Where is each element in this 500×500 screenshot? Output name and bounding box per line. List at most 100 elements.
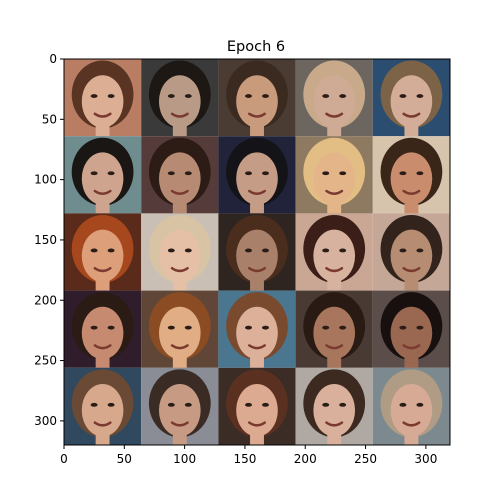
mouth-shape [402,344,421,350]
x-tick-label: 0 [60,452,68,466]
mouth-shape [402,189,421,195]
face-shape [390,152,433,205]
y-tick-label: 250 [34,354,57,368]
eye-shape [107,248,115,253]
mouth-shape [325,421,344,427]
mouth-shape [170,112,189,118]
mouth-shape [170,344,189,350]
face-tile [141,367,219,445]
face-shape [81,75,124,128]
x-tick-label: 200 [294,452,317,466]
eye-shape [262,94,269,98]
x-tick-label: 50 [117,452,132,466]
eye-shape [90,402,98,407]
eye-shape [184,94,192,98]
mouth-shape [248,344,266,350]
face-shape [390,306,433,360]
face-tile [295,136,373,214]
face-tile [372,367,450,445]
eye-shape [262,171,269,176]
mouth-shape [248,421,266,427]
mouth-shape [248,266,266,273]
mouth-shape [93,189,112,195]
face-tile [218,136,296,214]
eye-shape [107,94,115,98]
face-shape [158,152,201,205]
eye-shape [262,402,269,407]
face-tile [372,213,450,291]
eye-shape [167,171,175,176]
eye-shape [262,248,269,253]
face-shape [158,75,201,128]
face-shape [158,229,201,283]
face-tile [141,59,219,137]
eye-shape [339,171,347,176]
mouth-shape [93,266,112,273]
eye-shape [339,402,347,407]
face-tile [64,136,142,214]
mouth-shape [170,266,189,273]
mouth-shape [325,266,344,273]
x-tick-label: 250 [354,452,377,466]
face-shape [236,229,278,283]
eye-shape [399,325,407,330]
y-tick-label: 150 [34,233,57,247]
face-shape [158,384,201,437]
eye-shape [399,402,407,407]
eye-shape [322,402,330,407]
mouth-shape [93,112,112,118]
face-tile [295,213,373,291]
eye-shape [90,171,98,176]
eye-shape [322,171,330,176]
face-tile [64,367,142,445]
eye-shape [322,248,330,253]
face-tile [141,290,219,368]
face-tile [218,59,296,137]
eye-shape [322,94,330,98]
face-tile-grid [64,59,450,445]
eye-shape [416,171,424,176]
eye-shape [184,248,192,253]
face-tile [141,136,219,214]
eye-shape [339,325,347,330]
face-shape [313,152,356,205]
eye-shape [245,402,252,407]
face-shape [81,306,124,360]
mouth-shape [325,344,344,350]
eye-shape [107,171,115,176]
mouth-shape [170,421,189,427]
mouth-shape [248,112,266,118]
face-tile [295,59,373,137]
eye-shape [184,402,192,407]
eye-shape [416,94,424,98]
face-shape [390,229,433,283]
eye-shape [339,248,347,253]
y-tick-label: 300 [34,414,57,428]
eye-shape [245,248,252,253]
y-tick-label: 200 [34,293,57,307]
face-shape [236,306,278,360]
face-tile [218,213,296,291]
eye-shape [262,325,269,330]
face-shape [236,75,278,128]
face-tile [372,290,450,368]
eye-shape [167,94,175,98]
eye-shape [90,248,98,253]
face-shape [313,75,356,128]
eye-shape [167,248,175,253]
eye-shape [399,94,407,98]
eye-shape [322,325,330,330]
mouth-shape [93,421,112,427]
face-shape [313,306,356,360]
face-shape [158,306,201,360]
mouth-shape [248,189,266,195]
y-tick-label: 0 [49,52,57,66]
eye-shape [399,248,407,253]
x-tick-label: 300 [414,452,437,466]
face-tile [372,59,450,137]
mouth-shape [325,112,344,118]
eye-shape [416,248,424,253]
eye-shape [90,94,98,98]
